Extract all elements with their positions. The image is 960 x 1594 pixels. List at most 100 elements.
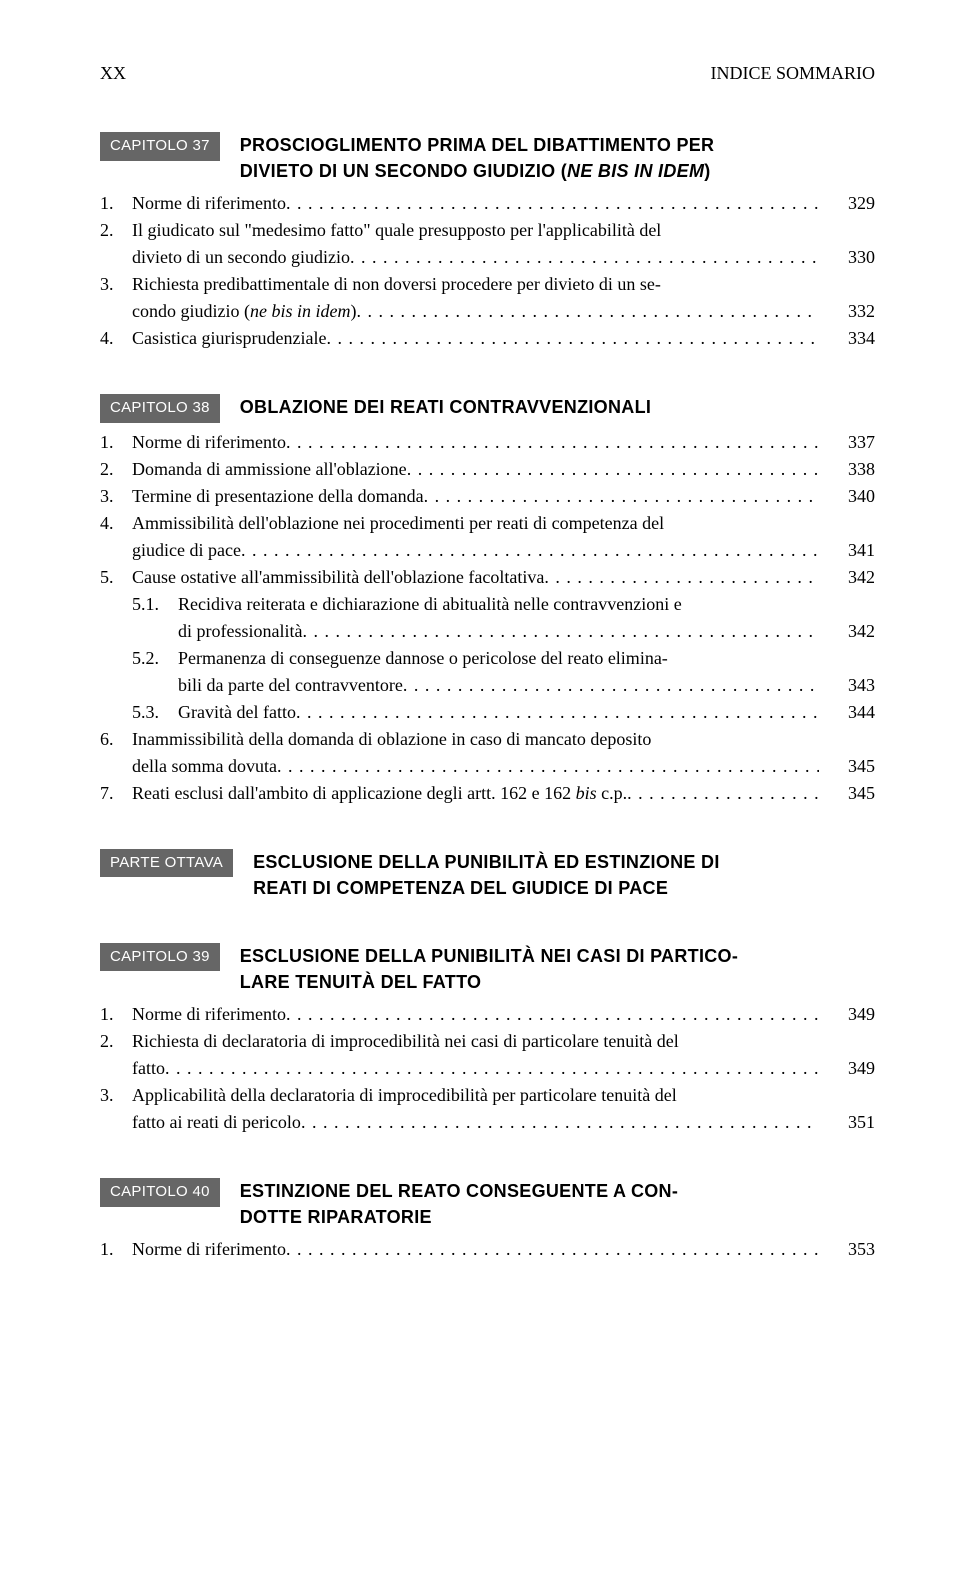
- entry-text: della somma dovuta: [132, 753, 819, 780]
- entry-text: giudice di pace: [132, 537, 819, 564]
- chapter-heading: CAPITOLO 39 ESCLUSIONE DELLA PUNIBILITÀ N…: [100, 943, 875, 995]
- toc-entry: 2.Richiesta di declaratoria di improcedi…: [100, 1028, 875, 1082]
- entry-line: 1.Norme di riferimento 337: [100, 429, 875, 456]
- entry-page: 340: [819, 483, 875, 510]
- chapter-title: ESCLUSIONE DELLA PUNIBILITÀ NEI CASI DI …: [240, 943, 738, 995]
- entry-number: 6.: [100, 726, 132, 753]
- entry-line: 3.Applicabilità della declaratoria di im…: [100, 1082, 875, 1109]
- entry-line: 5.1.Recidiva reiterata e dichiarazione d…: [100, 591, 875, 618]
- toc-entry: 3.Applicabilità della declaratoria di im…: [100, 1082, 875, 1136]
- entry-page: 330: [819, 244, 875, 271]
- entry-line: giudice di pace 341: [100, 537, 875, 564]
- entry-list: 1.Norme di riferimento 3372.Domanda di a…: [100, 429, 875, 807]
- entry-text: Norme di riferimento: [132, 190, 819, 217]
- toc-entry: 1.Norme di riferimento 349: [100, 1001, 875, 1028]
- entry-text: Recidiva reiterata e dichiarazione di ab…: [178, 591, 819, 618]
- toc-entry: 4.Casistica giurisprudenziale 334: [100, 325, 875, 352]
- entry-line: 2.Domanda di ammissione all'oblazione 33…: [100, 456, 875, 483]
- toc-subentry: 5.1.Recidiva reiterata e dichiarazione d…: [100, 591, 875, 645]
- entry-text: Gravità del fatto: [178, 699, 819, 726]
- entry-number: [100, 298, 132, 325]
- toc-entry: 4.Ammissibilità dell'oblazione nei proce…: [100, 510, 875, 564]
- entry-line: 3.Termine di presentazione della domanda…: [100, 483, 875, 510]
- entry-number: 1.: [100, 1236, 132, 1263]
- entry-text: Ammissibilità dell'oblazione nei procedi…: [132, 510, 819, 537]
- entry-number: 5.2.: [132, 645, 178, 672]
- entry-page: 345: [819, 753, 875, 780]
- entry-number: [100, 537, 132, 564]
- entry-line: della somma dovuta 345: [100, 753, 875, 780]
- entry-page: 334: [819, 325, 875, 352]
- entry-line: fatto ai reati di pericolo 351: [100, 1109, 875, 1136]
- entry-number: [100, 618, 178, 645]
- toc-entry: 7.Reati esclusi dall'ambito di applicazi…: [100, 780, 875, 807]
- entry-text: di professionalità: [178, 618, 819, 645]
- entry-number: [100, 672, 178, 699]
- entry-line: fatto 349: [100, 1055, 875, 1082]
- chapter-badge: CAPITOLO 40: [100, 1178, 220, 1207]
- entry-number: 3.: [100, 1082, 132, 1109]
- chapter-title: ESTINZIONE DEL REATO CONSEGUENTE A CON-D…: [240, 1178, 678, 1230]
- entry-number: [100, 753, 132, 780]
- toc-content: CAPITOLO 37 PROSCIOGLIMENTO PRIMA DEL DIB…: [100, 132, 875, 1263]
- entry-page: 351: [819, 1109, 875, 1136]
- entry-line: 5.Cause ostative all'ammissibilità dell'…: [100, 564, 875, 591]
- chapter-block: CAPITOLO 39 ESCLUSIONE DELLA PUNIBILITÀ N…: [100, 943, 875, 1136]
- toc-entry: 1.Norme di riferimento 329: [100, 190, 875, 217]
- entry-line: 1.Norme di riferimento 353: [100, 1236, 875, 1263]
- entry-line: 2.Richiesta di declaratoria di improcedi…: [100, 1028, 875, 1055]
- toc-entry: 2.Il giudicato sul "medesimo fatto" qual…: [100, 217, 875, 271]
- entry-line: 2.Il giudicato sul "medesimo fatto" qual…: [100, 217, 875, 244]
- page-header: XX INDICE SOMMARIO: [100, 60, 875, 87]
- entry-line: 7.Reati esclusi dall'ambito di applicazi…: [100, 780, 875, 807]
- entry-page: 337: [819, 429, 875, 456]
- entry-text: Permanenza di conseguenze dannose o peri…: [178, 645, 819, 672]
- entry-number: 3.: [100, 483, 132, 510]
- chapter-title: PROSCIOGLIMENTO PRIMA DEL DIBATTIMENTO P…: [240, 132, 715, 184]
- entry-line: bili da parte del contravventore 343: [100, 672, 875, 699]
- entry-number: 4.: [100, 510, 132, 537]
- entry-text: Norme di riferimento: [132, 429, 819, 456]
- entry-number: [100, 244, 132, 271]
- entry-text: fatto ai reati di pericolo: [132, 1109, 819, 1136]
- entry-number: 2.: [100, 456, 132, 483]
- entry-page: 349: [819, 1001, 875, 1028]
- entry-line: 1.Norme di riferimento 349: [100, 1001, 875, 1028]
- entry-text: Applicabilità della declaratoria di impr…: [132, 1082, 819, 1109]
- entry-line: divieto di un secondo giudizio 330: [100, 244, 875, 271]
- page-number: XX: [100, 60, 126, 87]
- chapter-block: CAPITOLO 40 ESTINZIONE DEL REATO CONSEGUE…: [100, 1178, 875, 1263]
- entry-text: Richiesta predibattimentale di non dover…: [132, 271, 819, 298]
- chapter-block: CAPITOLO 38OBLAZIONE DEI REATI CONTRAVVE…: [100, 394, 875, 807]
- chapter-title: OBLAZIONE DEI REATI CONTRAVVENZIONALI: [240, 394, 651, 420]
- entry-line: di professionalità 342: [100, 618, 875, 645]
- entry-line: 1.Norme di riferimento 329: [100, 190, 875, 217]
- entry-list: 1.Norme di riferimento 3292.Il giudicato…: [100, 190, 875, 352]
- entry-line: 3.Richiesta predibattimentale di non dov…: [100, 271, 875, 298]
- entry-page: 349: [819, 1055, 875, 1082]
- entry-number: 2.: [100, 1028, 132, 1055]
- chapter-heading: PARTE OTTAVAESCLUSIONE DELLA PUNIBILITÀ …: [100, 849, 875, 901]
- entry-page: 343: [819, 672, 875, 699]
- entry-page: 353: [819, 1236, 875, 1263]
- entry-text: Richiesta di declaratoria di improcedibi…: [132, 1028, 819, 1055]
- entry-number: [100, 1055, 132, 1082]
- toc-entry: 3.Richiesta predibattimentale di non dov…: [100, 271, 875, 325]
- chapter-heading: CAPITOLO 37 PROSCIOGLIMENTO PRIMA DEL DIB…: [100, 132, 875, 184]
- entry-line: 4.Casistica giurisprudenziale 334: [100, 325, 875, 352]
- entry-text: Domanda di ammissione all'oblazione: [132, 456, 819, 483]
- chapter-block: CAPITOLO 37 PROSCIOGLIMENTO PRIMA DEL DIB…: [100, 132, 875, 352]
- entry-number: 4.: [100, 325, 132, 352]
- entry-number: 3.: [100, 271, 132, 298]
- entry-text: Reati esclusi dall'ambito di applicazion…: [132, 780, 819, 807]
- chapter-heading: CAPITOLO 38OBLAZIONE DEI REATI CONTRAVVE…: [100, 394, 875, 423]
- chapter-badge: CAPITOLO 39: [100, 943, 220, 972]
- entry-number: 5.1.: [132, 591, 178, 618]
- entry-page: 329: [819, 190, 875, 217]
- running-head: INDICE SOMMARIO: [710, 60, 875, 87]
- toc-subentry: 5.3.Gravità del fatto 344: [100, 699, 875, 726]
- toc-entry: 1.Norme di riferimento 337: [100, 429, 875, 456]
- entry-page: 342: [819, 564, 875, 591]
- chapter-badge: CAPITOLO 37: [100, 132, 220, 161]
- toc-entry: 6.Inammissibilità della domanda di oblaz…: [100, 726, 875, 780]
